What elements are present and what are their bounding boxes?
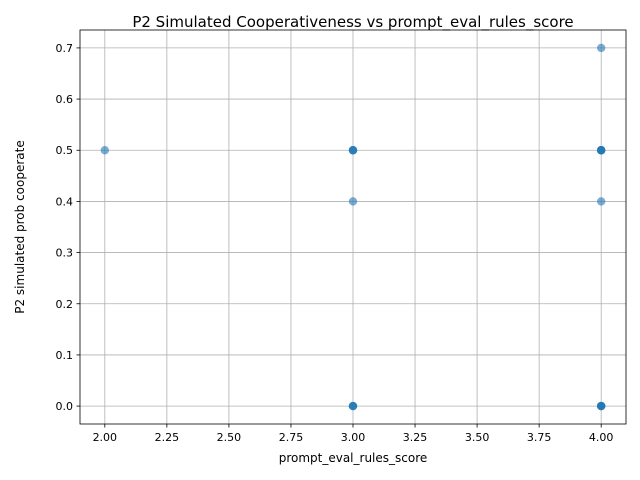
y-tick-label: 0.4: [56, 195, 74, 208]
x-tick-label: 2.25: [155, 431, 180, 444]
x-tick-label: 3.25: [403, 431, 428, 444]
y-tick-label: 0.2: [56, 298, 74, 311]
data-point: [596, 43, 606, 53]
y-tick-label: 0.1: [56, 349, 74, 362]
y-tick-label: 0.7: [56, 42, 74, 55]
data-point: [100, 146, 110, 155]
x-tick-label: 2.00: [93, 431, 118, 444]
y-axis-ticks: 0.0 0.1 0.2 0.3 0.4 0.5 0.6 0.7: [56, 42, 80, 413]
data-point: [596, 197, 606, 206]
y-tick-label: 0.6: [56, 93, 74, 106]
y-tick-label: 0.3: [56, 247, 74, 260]
data-point: [596, 401, 606, 411]
x-axis-label: prompt_eval_rules_score: [279, 451, 428, 465]
x-tick-label: 3.50: [465, 431, 490, 444]
x-tick-label: 4.00: [589, 431, 614, 444]
chart-title: P2 Simulated Cooperativeness vs prompt_e…: [132, 13, 573, 32]
y-axis-label: P2 simulated prob cooperate: [13, 140, 27, 314]
data-point: [348, 401, 358, 411]
x-tick-label: 3.00: [341, 431, 366, 444]
y-tick-label: 0.0: [56, 400, 74, 413]
x-tick-label: 3.75: [527, 431, 552, 444]
data-points: [100, 43, 606, 411]
data-point: [348, 146, 358, 155]
data-point: [348, 197, 358, 206]
x-tick-label: 2.75: [279, 431, 304, 444]
x-tick-label: 2.50: [217, 431, 242, 444]
x-axis-ticks: 2.00 2.25 2.50 2.75 3.00 3.25 3.50 3.75 4.00: [93, 424, 614, 444]
grid-lines: [80, 30, 626, 424]
data-point: [596, 146, 606, 155]
y-tick-label: 0.5: [56, 144, 74, 157]
